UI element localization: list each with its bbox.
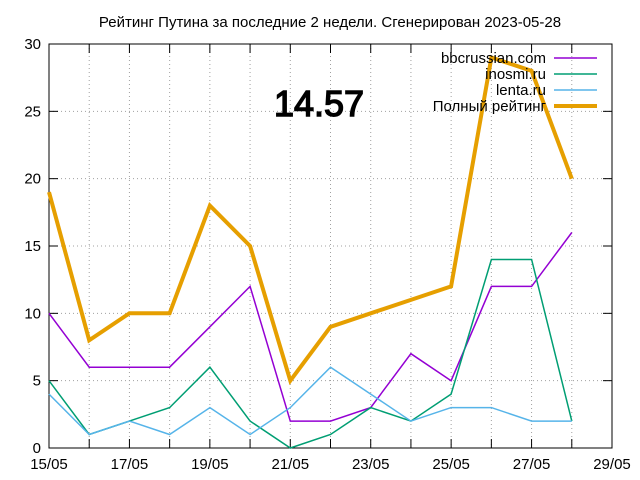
- series-line-inosmi-ru: [48, 258, 573, 449]
- chart-title: Рейтинг Путина за последние 2 недели. Сг…: [99, 14, 561, 31]
- legend-entry: inosmi.ru: [485, 66, 546, 83]
- x-tick-label: 29/05: [593, 456, 631, 473]
- x-tick-label: 15/05: [30, 456, 68, 473]
- series-line-lenta-ru: [48, 366, 572, 436]
- current-rating-annotation: 14.57: [274, 83, 364, 124]
- series-line-bbcrussian-com: [48, 232, 573, 422]
- y-tick-label: 10: [24, 305, 41, 322]
- y-tick-label: 25: [24, 103, 41, 120]
- y-tick-label: 20: [24, 171, 41, 188]
- x-tick-label: 21/05: [272, 456, 310, 473]
- legend-entry: Полный рейтинг: [433, 98, 547, 115]
- x-tick-label: 27/05: [513, 456, 551, 473]
- series-group: [47, 54, 574, 449]
- axes: 0 5 10 15 20 25 30 15/05 17/05 19/05 21/05 23/05 25/…: [24, 36, 630, 473]
- x-tick-label: 19/05: [191, 456, 229, 473]
- x-tick-label: 25/05: [432, 456, 470, 473]
- legend-entry: lenta.ru: [496, 82, 546, 99]
- y-tick-label: 15: [24, 238, 41, 255]
- series-line-series-3: [47, 54, 574, 386]
- legend-entry: bbcrussian.com: [441, 50, 546, 67]
- y-tick-label: 0: [33, 440, 41, 457]
- x-tick-label: 17/05: [111, 456, 149, 473]
- x-tick-label: 23/05: [352, 456, 390, 473]
- y-tick-label: 5: [33, 373, 41, 390]
- y-tick-label: 30: [24, 36, 41, 53]
